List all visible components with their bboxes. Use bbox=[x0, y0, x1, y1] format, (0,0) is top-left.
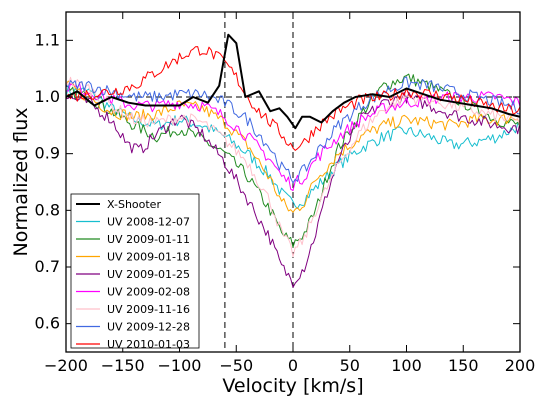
legend-label: UV 2008-12-07 bbox=[107, 216, 190, 229]
x-tick-label: −200 bbox=[44, 356, 88, 375]
y-tick-label: 1.0 bbox=[35, 87, 60, 106]
x-tick-label: 100 bbox=[391, 356, 422, 375]
legend-label: UV 2009-01-11 bbox=[107, 233, 190, 246]
y-tick-label: 0.9 bbox=[35, 144, 60, 163]
axis-ticks: −200 −150 −100 −50 0 50 100 150 200 0.6 0.7 0.8 0.9 1… bbox=[35, 12, 536, 375]
series-line bbox=[66, 76, 520, 184]
legend-box bbox=[70, 193, 200, 349]
series-line bbox=[66, 85, 520, 209]
y-tick-label: 0.6 bbox=[35, 314, 60, 333]
legend-label: UV 2009-01-18 bbox=[107, 251, 190, 264]
series-line bbox=[66, 46, 520, 151]
legend: X-Shooter UV 2008-12-07 UV 2009-01-11 UV 20… bbox=[70, 193, 200, 351]
series-line bbox=[66, 33, 520, 130]
x-tick-label: 150 bbox=[448, 356, 479, 375]
y-axis-label: Normalized flux bbox=[10, 107, 32, 256]
series-line bbox=[66, 91, 520, 288]
x-tick-label: 50 bbox=[340, 356, 360, 375]
x-tick-label: −100 bbox=[158, 356, 202, 375]
legend-label: UV 2010-01-03 bbox=[107, 338, 190, 351]
x-tick-label: 0 bbox=[288, 356, 298, 375]
legend-label: UV 2009-01-25 bbox=[107, 268, 190, 281]
y-tick-label: 0.7 bbox=[35, 257, 60, 276]
legend-label: UV 2009-02-08 bbox=[107, 286, 190, 299]
legend-label: UV 2009-12-28 bbox=[107, 321, 190, 334]
legend-label: UV 2009-11-16 bbox=[107, 303, 190, 316]
x-axis-label: Velocity [km/s] bbox=[222, 375, 363, 397]
series-line bbox=[66, 76, 520, 258]
x-tick-label: 200 bbox=[505, 356, 536, 375]
legend-label: X-Shooter bbox=[107, 198, 161, 211]
x-tick-label: −50 bbox=[219, 356, 253, 375]
series-layer bbox=[66, 33, 520, 288]
series-line bbox=[66, 73, 520, 248]
x-tick-label: −150 bbox=[101, 356, 145, 375]
y-tick-label: 0.8 bbox=[35, 200, 60, 219]
y-tick-label: 1.1 bbox=[35, 30, 60, 49]
